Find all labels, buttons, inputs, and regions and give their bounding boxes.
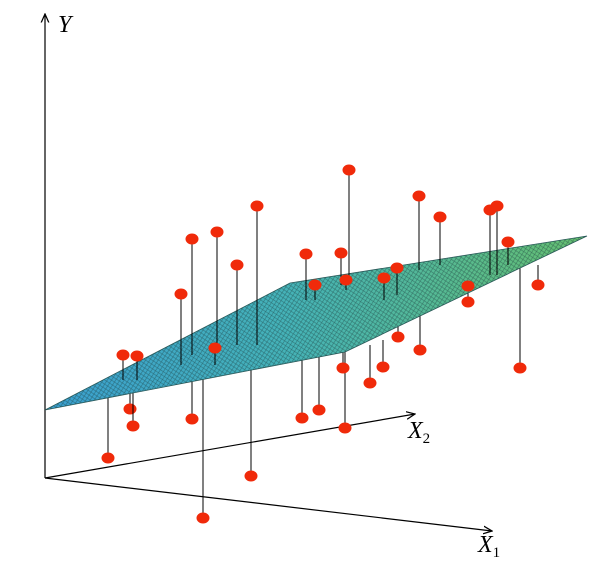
points-below-plane (101, 265, 545, 524)
observation-point (413, 344, 427, 356)
observation-point (230, 259, 244, 271)
observation-point (390, 262, 404, 274)
observation-point (174, 288, 188, 300)
observation-point (376, 361, 390, 373)
observation-point (210, 226, 224, 238)
observation-point (185, 413, 199, 425)
observation-point (377, 272, 391, 284)
observation-point (295, 412, 309, 424)
observation-point (250, 200, 264, 212)
x1-axis-label: X1 (477, 532, 500, 561)
x2-axis-label: X2 (407, 418, 430, 447)
observation-point (185, 233, 199, 245)
observation-point (363, 377, 377, 389)
observation-point (244, 470, 258, 482)
observation-point (339, 274, 353, 286)
x1-axis (44, 477, 492, 531)
observation-point (531, 279, 545, 291)
points-above-plane (116, 164, 515, 380)
observation-point (490, 200, 504, 212)
observation-point (334, 247, 348, 259)
observation-point (336, 362, 350, 374)
observation-point (461, 296, 475, 308)
observation-point (501, 236, 515, 248)
observation-point (433, 211, 447, 223)
observation-point (123, 403, 137, 415)
observation-point (299, 248, 313, 260)
x2-label-text: X (407, 418, 424, 444)
x1-label-subscript: 1 (493, 545, 501, 561)
x2-axis (44, 414, 415, 479)
observation-point (126, 420, 140, 432)
observation-point (308, 279, 322, 291)
observation-point (461, 280, 475, 292)
observation-point (101, 452, 115, 464)
observation-point (116, 349, 130, 361)
x2-label-subscript: 2 (423, 431, 431, 447)
observation-point (130, 350, 144, 362)
observation-point (312, 404, 326, 416)
observation-point (513, 362, 527, 374)
regression-plane (44, 235, 588, 411)
observation-point (196, 512, 210, 524)
observation-point (412, 190, 426, 202)
y-axis-label: Y (58, 12, 74, 38)
x1-label-text: X (477, 532, 494, 558)
observation-point (391, 331, 405, 343)
observation-point (208, 342, 222, 354)
observation-point (342, 164, 356, 176)
axes (45, 14, 492, 531)
plane-mesh (45, 236, 587, 410)
observation-point (338, 422, 352, 434)
